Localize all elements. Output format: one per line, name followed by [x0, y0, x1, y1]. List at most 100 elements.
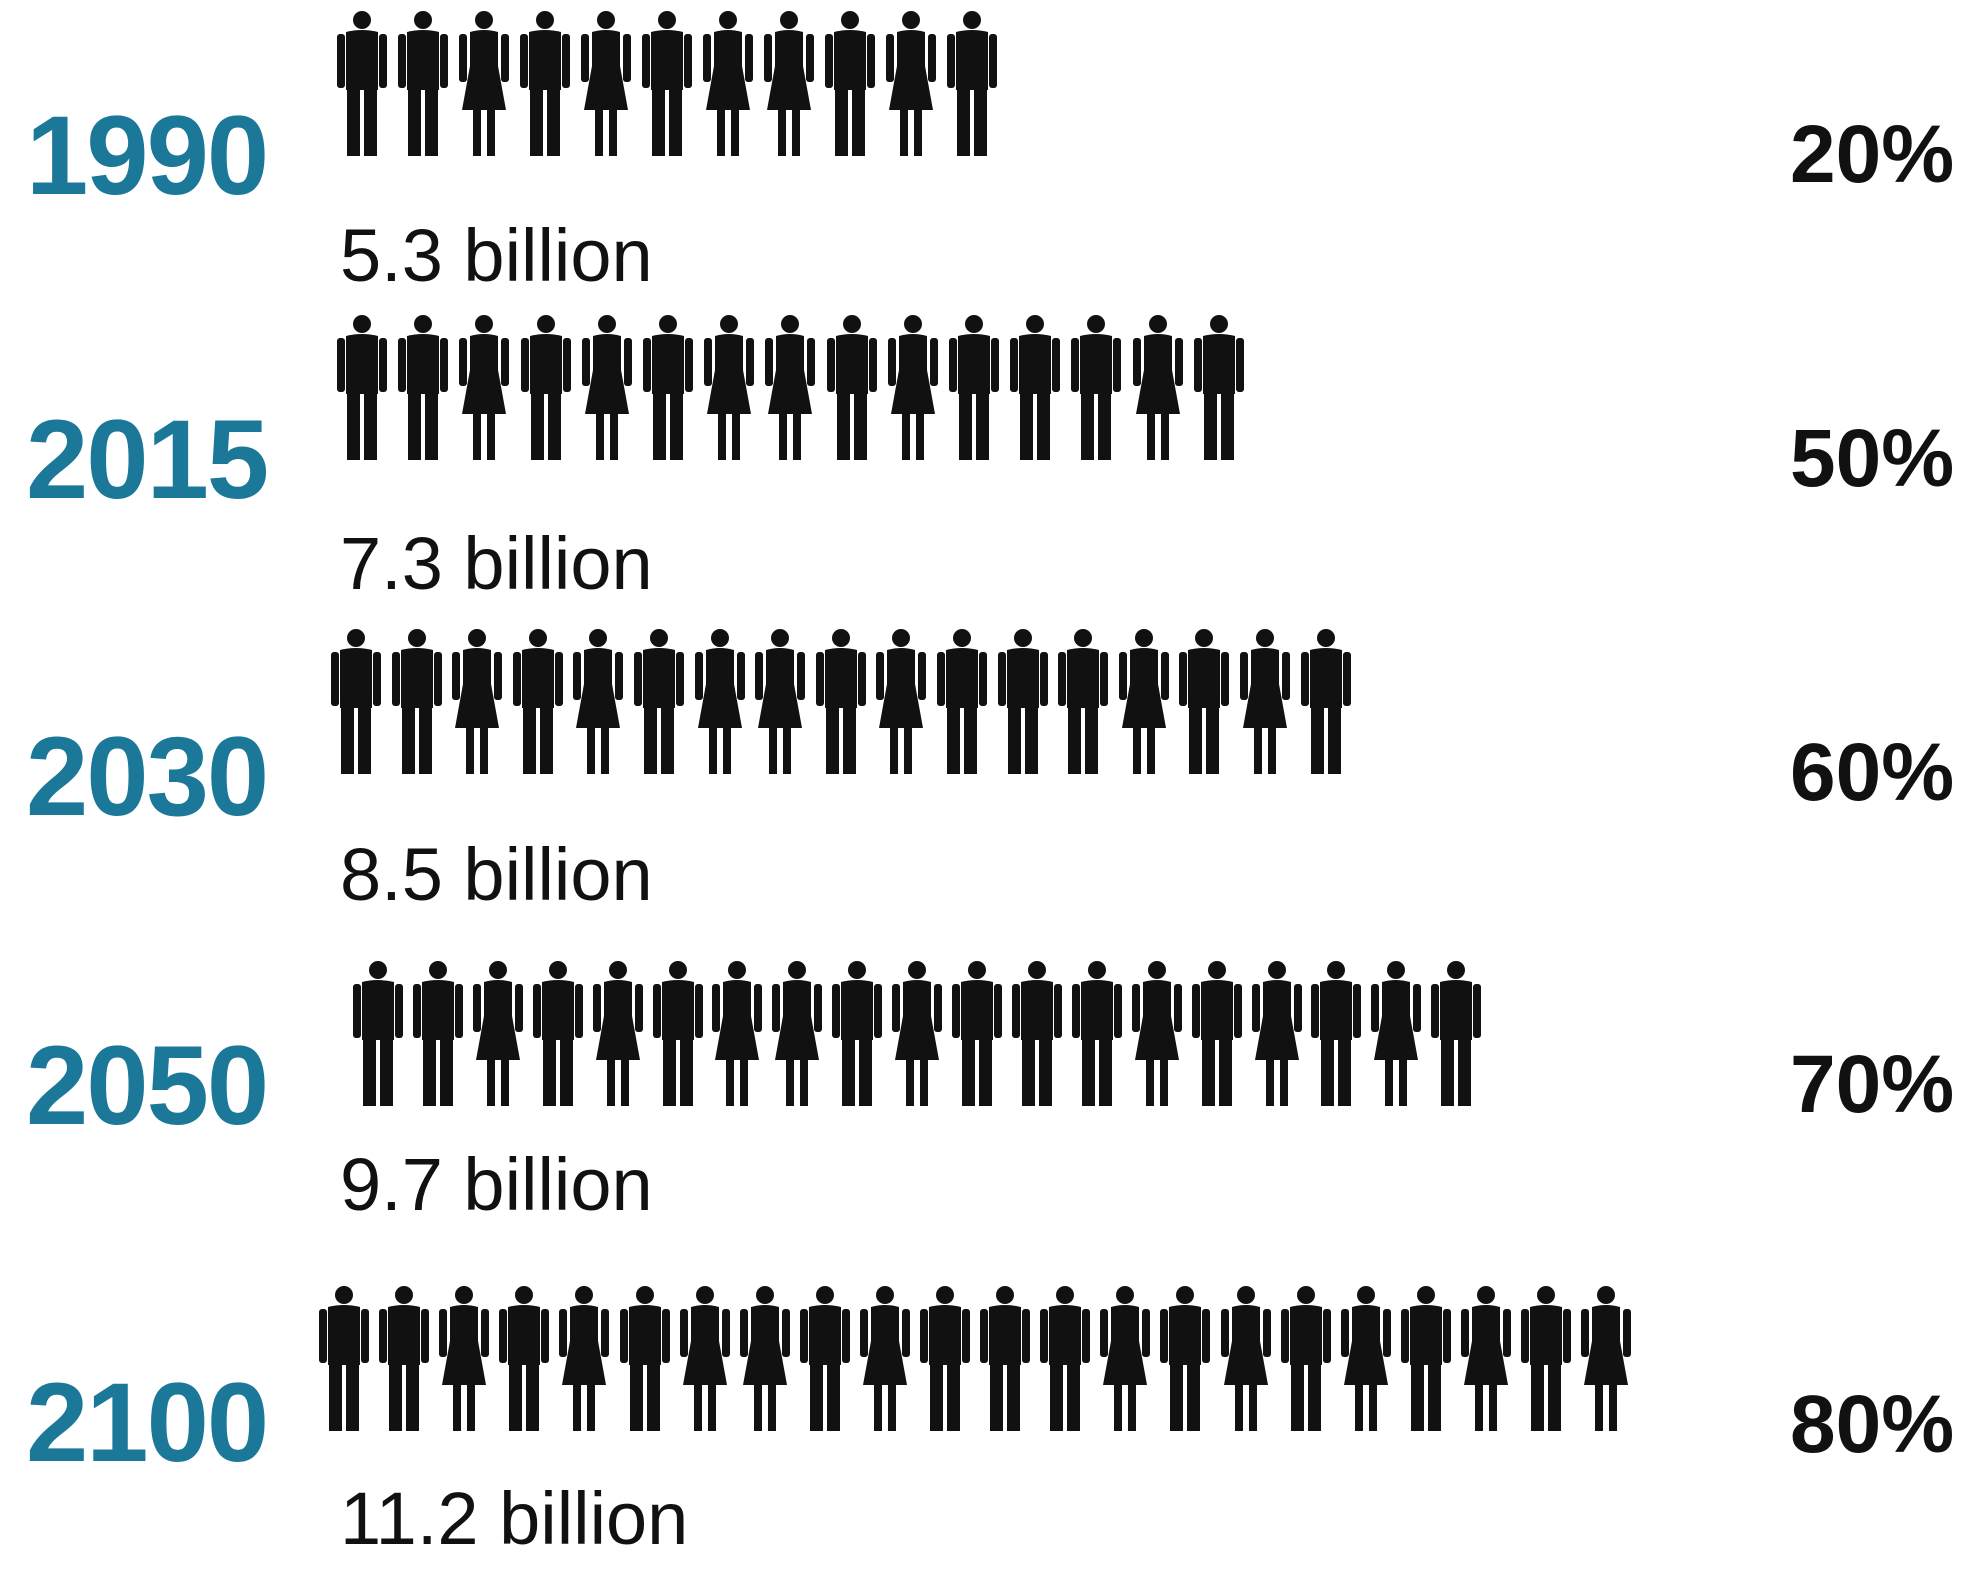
man-icon	[337, 11, 387, 156]
man-icon	[1193, 315, 1244, 460]
woman-icon	[452, 629, 503, 774]
woman-icon	[1132, 315, 1183, 460]
people-figures	[334, 10, 1015, 160]
man-icon	[634, 629, 684, 774]
woman-icon	[1581, 1286, 1632, 1431]
man-icon	[832, 961, 883, 1106]
man-icon	[1040, 1286, 1091, 1431]
man-icon	[815, 629, 866, 774]
man-icon	[1311, 961, 1362, 1106]
woman-icon	[772, 961, 823, 1106]
man-icon	[997, 629, 1048, 774]
man-icon	[949, 315, 999, 460]
year-label: 2050	[26, 1023, 269, 1148]
woman-icon	[1251, 961, 1302, 1106]
woman-icon	[559, 1286, 610, 1431]
man-icon	[1071, 315, 1122, 460]
woman-icon	[472, 961, 523, 1106]
percent-label: 60%	[1790, 727, 1955, 818]
population-label: 7.3 billion	[340, 522, 653, 605]
year-label: 2030	[26, 714, 269, 839]
people-figures	[316, 1285, 1648, 1435]
woman-icon	[704, 315, 755, 460]
man-icon	[1179, 629, 1230, 774]
people-figures	[334, 314, 1262, 464]
man-icon	[1010, 315, 1061, 460]
man-icon	[619, 1286, 670, 1431]
percent-label: 70%	[1790, 1039, 1955, 1130]
man-icon	[799, 1286, 850, 1431]
percent-label: 50%	[1790, 413, 1955, 504]
woman-icon	[886, 11, 936, 156]
year-label: 2015	[26, 397, 269, 522]
population-label: 8.5 billion	[340, 833, 653, 916]
woman-icon	[739, 1286, 790, 1431]
man-icon	[825, 11, 875, 156]
man-icon	[1160, 1286, 1211, 1431]
woman-icon	[764, 11, 814, 156]
woman-icon	[876, 629, 927, 774]
man-icon	[379, 1286, 430, 1431]
pictogram-row-2030: 2030 8.5 billion 60%	[0, 628, 1983, 938]
man-icon	[980, 1286, 1031, 1431]
man-icon	[532, 961, 583, 1106]
woman-icon	[1371, 961, 1422, 1106]
woman-icon	[1118, 629, 1169, 774]
man-icon	[1058, 629, 1109, 774]
woman-icon	[1460, 1286, 1511, 1431]
woman-icon	[592, 961, 643, 1106]
man-icon	[412, 961, 463, 1106]
man-icon	[520, 315, 571, 460]
man-icon	[1431, 961, 1482, 1106]
percent-label: 20%	[1790, 109, 1955, 200]
woman-icon	[712, 961, 763, 1106]
man-icon	[512, 629, 563, 774]
year-label: 1990	[26, 93, 269, 218]
woman-icon	[1340, 1286, 1391, 1431]
woman-icon	[1220, 1286, 1271, 1431]
population-label: 11.2 billion	[340, 1477, 689, 1560]
people-figures	[350, 960, 1498, 1110]
pictogram-row-2015: 2015 7.3 billion 50%	[0, 314, 1983, 624]
man-icon	[499, 1286, 550, 1431]
woman-icon	[1100, 1286, 1151, 1431]
man-icon	[643, 315, 693, 460]
pictogram-row-2050: 2050 9.7 billion 70%	[0, 960, 1983, 1270]
woman-icon	[887, 315, 938, 460]
woman-icon	[755, 629, 806, 774]
man-icon	[1400, 1286, 1451, 1431]
man-icon	[952, 961, 1002, 1106]
man-icon	[642, 11, 692, 156]
man-icon	[1191, 961, 1242, 1106]
woman-icon	[859, 1286, 910, 1431]
woman-icon	[459, 11, 509, 156]
woman-icon	[581, 11, 631, 156]
woman-icon	[459, 315, 510, 460]
man-icon	[947, 11, 997, 156]
woman-icon	[892, 961, 943, 1106]
man-icon	[337, 315, 387, 460]
man-icon	[920, 1286, 970, 1431]
woman-icon	[1240, 629, 1290, 774]
man-icon	[398, 11, 448, 156]
man-icon	[1011, 961, 1062, 1106]
man-icon	[1280, 1286, 1331, 1431]
population-label: 9.7 billion	[340, 1143, 653, 1226]
woman-icon	[573, 629, 624, 774]
woman-icon	[703, 11, 753, 156]
man-icon	[652, 961, 703, 1106]
pictogram-row-2100: 2100 11.2 billion 80%	[0, 1285, 1983, 1595]
man-icon	[1071, 961, 1122, 1106]
people-figures	[328, 628, 1368, 778]
population-label: 5.3 billion	[340, 214, 653, 297]
woman-icon	[581, 315, 632, 460]
man-icon	[1300, 629, 1351, 774]
man-icon	[826, 315, 877, 460]
man-icon	[937, 629, 987, 774]
pictogram-row-1990: 1990 5.3 billion 20%	[0, 10, 1983, 320]
woman-icon	[1131, 961, 1182, 1106]
year-label: 2100	[26, 1360, 269, 1485]
man-icon	[398, 315, 449, 460]
man-icon	[319, 1286, 369, 1431]
man-icon	[1521, 1286, 1571, 1431]
